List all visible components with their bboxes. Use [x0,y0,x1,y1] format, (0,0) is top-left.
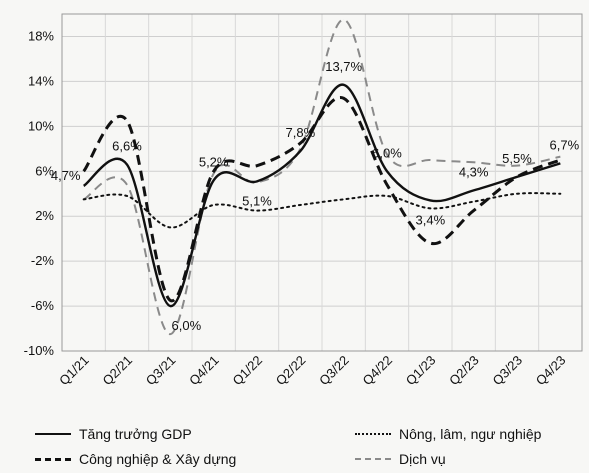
y-tick-label: 2% [35,208,54,223]
x-tick-label: Q2/23 [446,353,482,389]
data-label: 4,7% [51,168,81,183]
x-tick-label: Q3/23 [489,353,525,389]
x-tick-label: Q4/23 [533,353,569,389]
data-label: 6,7% [550,137,580,152]
data-label: 6,0% [372,145,402,160]
x-tick-label: Q3/22 [316,353,352,389]
y-tick-label: 6% [35,163,54,178]
x-tick-label: Q1/21 [56,353,92,389]
x-tick-label: Q2/21 [99,353,135,389]
data-label: 7,8% [286,125,316,140]
data-label: 5,5% [502,151,532,166]
x-tick-label: Q4/22 [359,353,395,389]
y-tick-label: -10% [24,343,55,358]
x-tick-label: Q1/22 [229,353,265,389]
y-tick-label: 18% [28,28,54,43]
y-tick-label: -6% [31,298,55,313]
series-line-1 [82,192,562,229]
x-tick-label: Q2/22 [273,353,309,389]
y-tick-label: 14% [28,73,54,88]
x-tick-label: Q1/23 [403,353,439,389]
data-label: 6,0% [172,318,202,333]
y-tick-label: 10% [28,118,54,133]
y-tick-label: -2% [31,253,55,268]
series-line-0 [82,83,561,308]
data-label: 13,7% [325,59,362,74]
data-label: 4,3% [459,164,489,179]
data-label: 5,1% [242,193,272,208]
x-tick-label: Q3/21 [143,353,179,389]
x-tick-label: Q4/21 [186,353,222,389]
data-label: 3,4% [416,212,446,227]
data-label: 5,2% [199,154,229,169]
data-label: 6,6% [112,139,142,154]
plot-area [61,13,583,352]
